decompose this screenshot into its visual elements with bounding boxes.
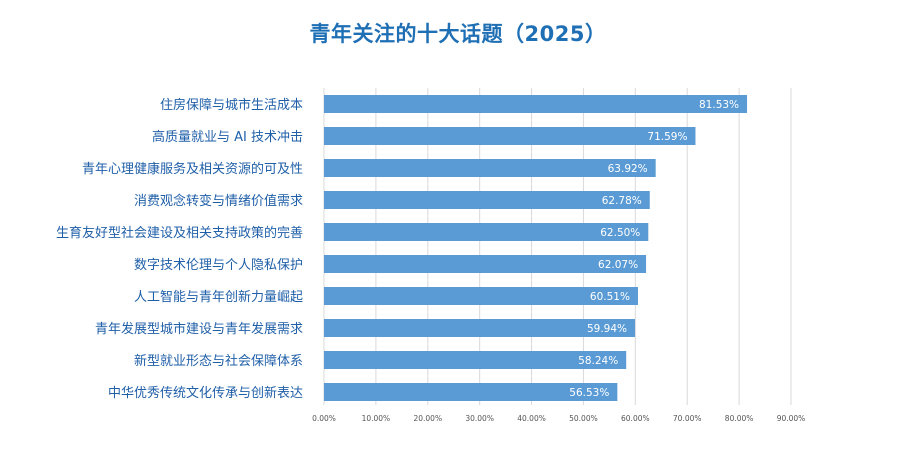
bar-value-label: 62.78% <box>602 195 642 207</box>
bar-value-label: 56.53% <box>569 387 609 399</box>
chart-title: 青年关注的十大话题（2025） <box>309 22 607 46</box>
x-tick-labels: 0.00% 10.00% 20.00% 30.00% 40.00% 50.00% 60.00… <box>312 414 805 423</box>
bar-value-label: 59.94% <box>587 323 627 335</box>
x-tick-label: 80.00% <box>725 414 754 423</box>
category-label: 人工智能与青年创新力量崛起 <box>134 289 303 305</box>
bar-value-label: 71.59% <box>647 131 687 143</box>
x-tick-label: 10.00% <box>362 414 391 423</box>
bar-value-label: 58.24% <box>578 355 618 367</box>
bar <box>324 319 636 337</box>
bar-value-label: 60.51% <box>590 291 630 303</box>
bar <box>324 127 696 145</box>
bar <box>324 255 647 273</box>
bar <box>324 351 627 369</box>
bar-value-label: 81.53% <box>699 99 739 111</box>
x-tick-label: 40.00% <box>517 414 546 423</box>
category-label: 消费观念转变与情绪价值需求 <box>134 193 303 209</box>
bar <box>324 95 748 113</box>
category-label: 青年心理健康服务及相关资源的可及性 <box>82 161 303 177</box>
bar-value-label: 63.92% <box>608 163 648 175</box>
x-tick-label: 20.00% <box>413 414 442 423</box>
x-tick-label: 70.00% <box>673 414 702 423</box>
bar <box>324 223 649 241</box>
x-tick-label: 50.00% <box>569 414 598 423</box>
category-label: 新型就业形态与社会保障体系 <box>134 353 303 369</box>
bars: 81.53% 71.59% 63.92% 62.78% 62.50% 62.07% 60.5… <box>324 95 748 401</box>
x-tick-label: 90.00% <box>777 414 806 423</box>
bar <box>324 383 618 401</box>
category-label: 高质量就业与 AI 技术冲击 <box>152 129 303 145</box>
bar <box>324 191 650 209</box>
bar <box>324 287 638 305</box>
x-tick-label: 30.00% <box>465 414 494 423</box>
category-label: 数字技术伦理与个人隐私保护 <box>134 258 303 273</box>
category-label: 青年发展型城市建设与青年发展需求 <box>95 321 303 337</box>
category-label: 生育友好型社会建设及相关支持政策的完善 <box>56 225 303 241</box>
x-tick-label: 60.00% <box>621 414 650 423</box>
x-tick-label: 0.00% <box>312 414 336 423</box>
category-label: 中华优秀传统文化传承与创新表达 <box>108 385 303 401</box>
category-label: 住房保障与城市生活成本 <box>160 97 303 113</box>
bar-value-label: 62.50% <box>600 227 640 239</box>
bar <box>324 159 656 177</box>
bar-value-label: 62.07% <box>598 259 638 271</box>
